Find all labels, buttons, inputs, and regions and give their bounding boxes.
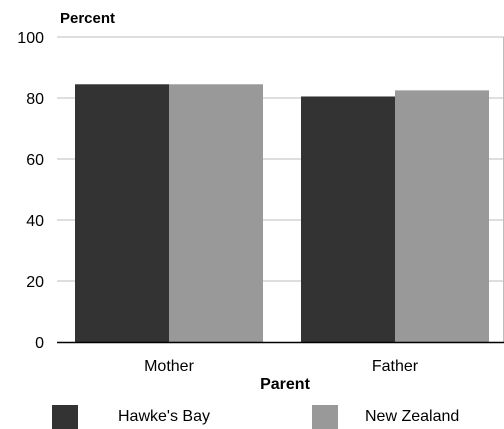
- legend-label: New Zealand: [365, 408, 459, 425]
- legend-swatch: [312, 405, 338, 429]
- bars: [75, 84, 489, 343]
- x-tick-label: Father: [372, 358, 419, 375]
- bar-mother-1: [169, 84, 263, 343]
- y-tick-label: 100: [17, 30, 44, 47]
- y-tick-label: 0: [35, 335, 44, 352]
- y-tick-labels: 0 20 40 60 80 100: [17, 30, 44, 352]
- bar-father-1: [395, 90, 489, 342]
- legend-swatch: [52, 405, 78, 429]
- y-tick-label: 80: [26, 91, 44, 108]
- y-tick-label: 60: [26, 152, 44, 169]
- legend-label: Hawke's Bay: [118, 408, 210, 425]
- y-tick-label: 20: [26, 274, 44, 291]
- legend: Hawke's Bay New Zealand: [52, 405, 459, 429]
- y-axis-title: Percent: [60, 10, 115, 27]
- x-tick-label: Mother: [144, 358, 194, 375]
- x-tick-labels: Mother Father: [144, 358, 419, 375]
- bar-mother-0: [75, 84, 169, 343]
- y-tick-label: 40: [26, 213, 44, 230]
- bar-father-0: [301, 96, 395, 342]
- x-axis-title: Parent: [260, 376, 310, 393]
